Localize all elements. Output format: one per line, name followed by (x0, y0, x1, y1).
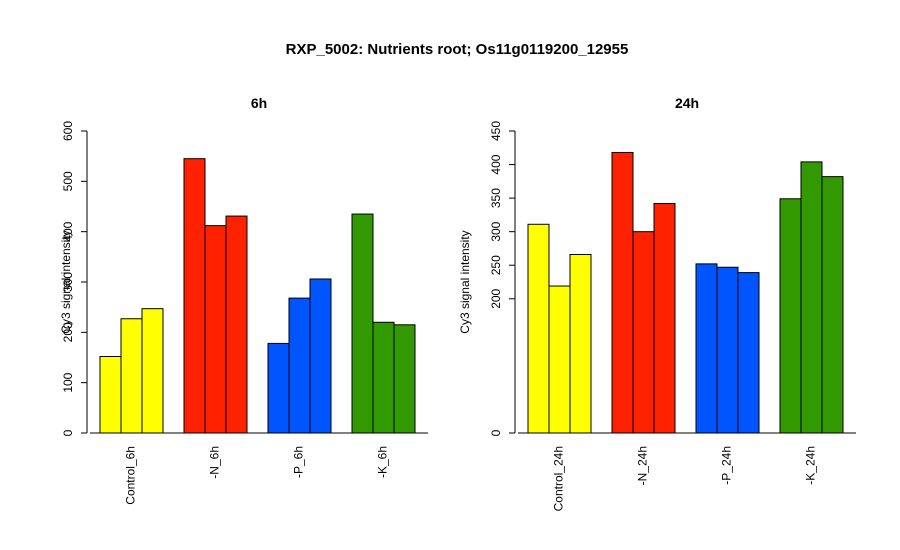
x-tick-label-6h-3: -K_6h (376, 446, 390, 478)
panel-title-24h: 24h (675, 95, 699, 111)
bar-6h-g3-2 (393, 324, 416, 434)
bar-6h-g1-0 (183, 158, 206, 434)
y-tick-label-6h-0: 0 (61, 429, 75, 436)
bar-24h-g1-1 (632, 231, 655, 434)
bar-24h-g1-2 (653, 202, 676, 434)
y-tick-label-24h-200: 200 (489, 288, 503, 308)
bar-24h-g0-1 (548, 285, 571, 434)
y-tick-label-6h-300: 300 (61, 272, 75, 292)
y-axis-label-24h: Cy3 signal intensity (458, 230, 472, 333)
bar-6h-g1-1 (204, 225, 227, 434)
bar-6h-g2-0 (267, 342, 290, 434)
bar-6h-g2-2 (309, 278, 332, 434)
figure-title: RXP_5002: Nutrients root; Os11g0119200_1… (286, 41, 629, 58)
y-tick-label-24h-300: 300 (489, 221, 503, 241)
x-tick-label-6h-2: -P_6h (292, 446, 306, 478)
bar-24h-g2-0 (695, 263, 718, 434)
bar-6h-g0-0 (99, 355, 122, 434)
x-tick-label-24h-2: -P_24h (720, 446, 734, 485)
bar-6h-g2-1 (288, 297, 311, 434)
panel-title-6h: 6h (251, 95, 267, 111)
y-tick-label-24h-0: 0 (489, 429, 503, 436)
bar-6h-g1-2 (225, 215, 248, 434)
bar-24h-g3-0 (779, 198, 802, 434)
bar-24h-g2-1 (716, 266, 739, 434)
y-tick-label-6h-600: 600 (61, 121, 75, 141)
x-tick-label-24h-1: -N_24h (636, 446, 650, 485)
y-axis-label-6h: Cy3 signal intensity (59, 230, 73, 333)
bar-6h-g3-1 (372, 321, 395, 434)
bar-24h-g1-0 (611, 151, 634, 434)
y-tick-label-6h-500: 500 (61, 171, 75, 191)
bar-24h-g3-1 (800, 161, 823, 434)
bar-6h-g0-1 (120, 318, 143, 434)
bar-6h-g3-0 (351, 213, 374, 434)
y-tick-label-6h-100: 100 (61, 372, 75, 392)
y-tick-label-24h-350: 350 (489, 188, 503, 208)
y-tick-label-24h-450: 450 (489, 121, 503, 141)
bar-24h-g2-2 (737, 272, 760, 434)
panel-6h: 6h Cy3 signal intensity 0 100 200 300 400 500 60… (59, 95, 428, 505)
x-tick-label-6h-1: -N_6h (208, 446, 222, 479)
y-tick-label-24h-400: 400 (489, 154, 503, 174)
x-tick-label-6h-0: Control_6h (124, 446, 138, 505)
bar-6h-g0-2 (141, 308, 164, 434)
y-tick-label-6h-200: 200 (61, 322, 75, 342)
x-tick-label-24h-3: -K_24h (804, 446, 818, 485)
bar-24h-g0-2 (569, 253, 592, 434)
panel-24h: 24h Cy3 signal intensity 0 200 250 300 350 400 4… (458, 95, 856, 511)
x-tick-label-24h-0: Control_24h (552, 446, 566, 511)
y-tick-label-6h-400: 400 (61, 221, 75, 241)
bar-24h-g3-2 (821, 176, 844, 434)
bar-24h-g0-0 (527, 223, 550, 434)
y-tick-label-24h-250: 250 (489, 255, 503, 275)
